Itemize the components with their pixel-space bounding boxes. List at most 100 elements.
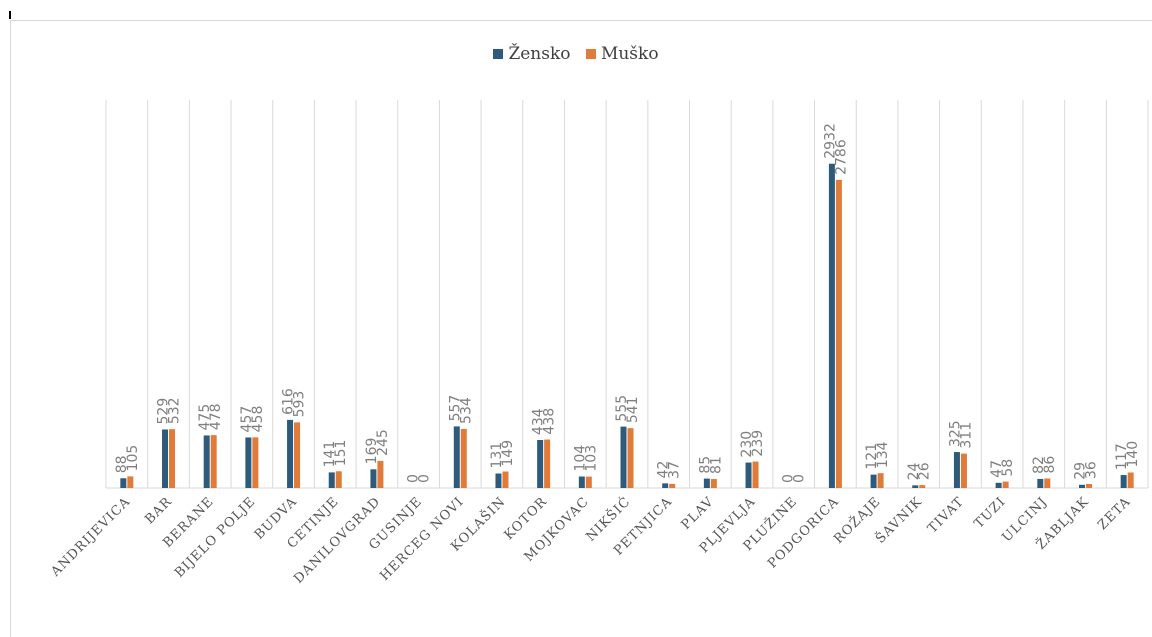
value-label-musko-tivat: 311 — [958, 422, 974, 449]
value-label-zensko-gusinje: 0 — [406, 474, 422, 483]
legend-swatch-musko — [585, 49, 596, 59]
value-label-zensko-ulcinj: 82 — [1031, 456, 1047, 474]
category-label-zeta: ZETA — [1095, 494, 1134, 533]
value-label-zensko-berane: 475 — [197, 404, 213, 431]
legend-item-zensko: Žensko — [493, 44, 571, 64]
bar-musko-kotor — [544, 439, 551, 488]
bar-zensko-kolasin — [495, 473, 502, 488]
bar-zensko-danilovgrad — [370, 469, 377, 488]
bar-musko-ulcinj — [1044, 478, 1051, 488]
legend: Žensko Muško — [0, 44, 1152, 64]
value-label-musko-pluzine: 0 — [792, 474, 808, 483]
bar-zensko-pljevlja — [745, 462, 752, 488]
bar-musko-plav — [710, 479, 717, 488]
bar-zensko-bar — [162, 429, 169, 488]
category-label-bijelo-polje: BIJELO POLJE — [172, 494, 259, 581]
value-label-zensko-savnik: 24 — [906, 462, 922, 480]
bar-zensko-tivat — [953, 452, 960, 488]
category-label-bar: BAR — [142, 494, 175, 527]
value-label-zensko-andrijevica: 88 — [114, 455, 130, 473]
bar-zensko-bijelo-polje — [245, 437, 252, 488]
bar-zensko-rozaje — [870, 474, 877, 488]
bar-zensko-berane — [203, 435, 210, 488]
value-label-zensko-zabljak: 29 — [1072, 462, 1088, 480]
value-label-zensko-podgorica: 2932 — [822, 123, 838, 159]
value-label-musko-danilovgrad: 245 — [375, 429, 391, 456]
corner-mark — [9, 11, 11, 19]
value-label-musko-tuzi: 58 — [1000, 459, 1016, 477]
value-label-zensko-budva: 616 — [281, 388, 297, 415]
value-label-musko-petnjica: 37 — [667, 461, 683, 479]
value-label-musko-pljevlja: 239 — [750, 430, 766, 457]
category-label-andrijevica: ANDRIJEVICA — [48, 494, 134, 580]
value-label-zensko-danilovgrad: 169 — [364, 438, 380, 465]
bar-musko-andrijevica — [127, 476, 134, 488]
bar-zensko-zeta — [1120, 475, 1127, 488]
bar-musko-danilovgrad — [377, 460, 384, 488]
bar-zensko-zabljak — [1078, 484, 1085, 488]
value-label-zensko-pluzine: 0 — [781, 474, 797, 483]
value-label-musko-cetinje: 151 — [333, 440, 349, 467]
value-label-musko-rozaje: 134 — [875, 441, 891, 468]
category-label-plav: PLAV — [679, 494, 718, 533]
bar-musko-podgorica — [835, 179, 842, 488]
legend-label-musko: Muško — [600, 44, 659, 64]
value-label-zensko-mojkovac: 104 — [572, 445, 588, 472]
bar-musko-mojkovac — [585, 476, 592, 488]
bar-zensko-herceg-novi — [453, 426, 460, 488]
bar-zensko-tuzi — [995, 482, 1002, 488]
value-label-zensko-rozaje: 121 — [864, 443, 880, 470]
bar-musko-kolasin — [502, 471, 509, 488]
value-label-musko-kotor: 438 — [542, 408, 558, 435]
legend-swatch-zensko — [493, 49, 504, 59]
legend-item-musko: Muško — [585, 44, 659, 64]
value-label-musko-berane: 478 — [208, 403, 224, 430]
value-label-musko-podgorica: 2786 — [833, 139, 849, 175]
bar-musko-rozaje — [877, 473, 884, 488]
bar-musko-bar — [169, 429, 176, 488]
value-label-zensko-tivat: 325 — [947, 420, 963, 447]
bar-zensko-savnik — [912, 485, 919, 488]
category-label-tuzi: TUZI — [972, 494, 1009, 531]
value-label-musko-bar: 532 — [167, 397, 183, 424]
legend-label-zensko: Žensko — [508, 44, 571, 64]
bar-musko-tivat — [960, 453, 967, 488]
bar-musko-pljevlja — [752, 461, 759, 488]
bar-zensko-kotor — [537, 439, 544, 488]
bar-zensko-petnjica — [662, 483, 669, 488]
value-label-zensko-herceg-novi: 557 — [447, 395, 463, 422]
bar-musko-niksic — [627, 428, 634, 488]
bar-zensko-plav — [703, 478, 710, 488]
value-label-zensko-tuzi: 47 — [989, 460, 1005, 478]
value-label-musko-niksic: 541 — [625, 396, 641, 423]
value-label-musko-kolasin: 149 — [500, 440, 516, 467]
value-label-zensko-zeta: 117 — [1114, 443, 1130, 470]
bar-musko-herceg-novi — [460, 428, 467, 488]
value-label-musko-zeta: 140 — [1125, 441, 1141, 468]
bar-zensko-mojkovac — [578, 476, 585, 488]
bar-zensko-podgorica — [828, 163, 835, 488]
bar-musko-bijelo-polje — [252, 437, 259, 488]
value-label-musko-bijelo-polje: 458 — [250, 406, 266, 433]
bar-zensko-cetinje — [328, 472, 335, 488]
value-label-zensko-niksic: 555 — [614, 395, 630, 422]
bar-musko-zabljak — [1085, 484, 1092, 488]
bar-musko-berane — [210, 435, 217, 488]
category-label-podgorica: PODGORICA — [765, 494, 842, 571]
value-label-musko-ulcinj: 86 — [1042, 456, 1058, 474]
bar-zensko-niksic — [620, 426, 627, 488]
value-label-musko-budva: 593 — [292, 391, 308, 418]
value-label-zensko-kotor: 434 — [531, 408, 547, 435]
category-label-tivat: TIVAT — [925, 494, 967, 536]
value-label-musko-mojkovac: 103 — [583, 445, 599, 472]
value-label-zensko-bijelo-polje: 457 — [239, 406, 255, 433]
value-label-musko-savnik: 26 — [917, 462, 933, 480]
bar-zensko-ulcinj — [1037, 478, 1044, 488]
bar-musko-cetinje — [335, 471, 342, 488]
bar-musko-petnjica — [669, 483, 676, 488]
bar-musko-savnik — [919, 485, 926, 488]
value-label-musko-herceg-novi: 534 — [458, 397, 474, 424]
value-label-zensko-plav: 85 — [697, 456, 713, 474]
value-label-musko-plav: 81 — [708, 456, 724, 474]
